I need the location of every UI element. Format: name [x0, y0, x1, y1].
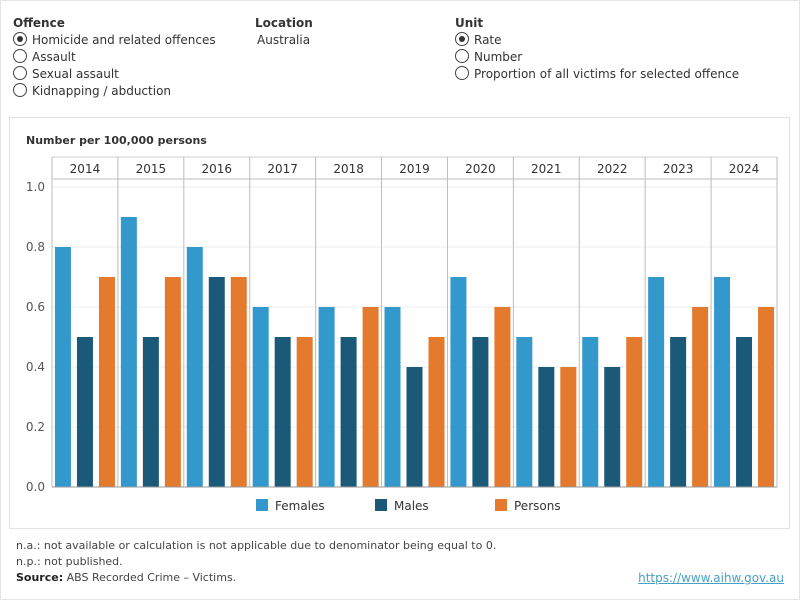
legend-label-females: Females [275, 499, 325, 513]
bar-males-2023 [670, 337, 687, 487]
bar-males-2014 [76, 337, 93, 487]
offence-option-label: Homicide and related offences [32, 33, 216, 47]
year-header-label: 2024 [729, 162, 760, 176]
y-tick-label: 1.0 [26, 180, 45, 194]
source-text: ABS Recorded Crime – Victims. [66, 571, 237, 584]
bar-females-2020 [450, 277, 467, 487]
location-value[interactable]: Australia [257, 33, 311, 47]
bar-females-2022 [582, 337, 599, 487]
year-header-label: 2016 [201, 162, 232, 176]
radio-button[interactable] [455, 32, 469, 46]
y-tick-label: 0.4 [26, 360, 45, 374]
radio-button[interactable] [455, 49, 469, 63]
bar-persons-2021 [560, 367, 577, 487]
bar-females-2019 [384, 307, 401, 487]
bar-persons-2024 [758, 307, 775, 487]
footnotes: n.a.: not available or calculation is no… [16, 538, 496, 586]
bar-females-2023 [648, 277, 665, 487]
unit-filter: Unit Rate Number Proportion of all victi… [455, 14, 739, 83]
bar-persons-2023 [692, 307, 709, 487]
bar-females-2015 [120, 217, 137, 487]
location-filter: Location Australia [255, 14, 313, 49]
bar-persons-2018 [362, 307, 379, 487]
year-header-label: 2015 [136, 162, 167, 176]
bar-persons-2016 [230, 277, 247, 487]
legend-swatch-persons [495, 499, 507, 511]
unit-option-label: Rate [474, 33, 502, 47]
bar-males-2020 [472, 337, 489, 487]
bar-persons-2022 [626, 337, 643, 487]
bar-persons-2020 [494, 307, 511, 487]
legend-swatch-females [256, 499, 268, 511]
radio-button[interactable] [455, 66, 469, 80]
offence-filter-title: Offence [13, 16, 65, 30]
legend-swatch-males [375, 499, 387, 511]
radio-button[interactable] [13, 32, 27, 46]
y-axis-title: Number per 100,000 persons [26, 134, 207, 147]
year-header-label: 2018 [333, 162, 364, 176]
year-header-label: 2017 [267, 162, 298, 176]
year-header-label: 2023 [663, 162, 694, 176]
bar-females-2014 [54, 247, 71, 487]
offence-option-sexual-assault[interactable]: Sexual assault [13, 66, 119, 83]
radio-button[interactable] [13, 83, 27, 97]
bar-females-2024 [714, 277, 731, 487]
offence-filter: Offence Homicide and related offences As… [13, 14, 216, 100]
unit-option-label: Number [474, 50, 523, 64]
bar-females-2021 [516, 337, 533, 487]
y-tick-label: 0.6 [26, 300, 45, 314]
offence-option-label: Sexual assault [32, 67, 119, 81]
legend-label-persons: Persons [514, 499, 561, 513]
year-header-label: 2022 [597, 162, 628, 176]
unit-filter-title: Unit [455, 16, 484, 30]
bar-males-2024 [736, 337, 753, 487]
offence-option-assault[interactable]: Assault [13, 49, 76, 66]
legend-label-males: Males [394, 499, 429, 513]
bar-males-2022 [604, 367, 621, 487]
radio-button[interactable] [13, 49, 27, 63]
year-header-label: 2019 [399, 162, 430, 176]
bar-males-2021 [538, 367, 555, 487]
year-header-label: 2021 [531, 162, 562, 176]
bar-males-2016 [208, 277, 225, 487]
chart-frame [9, 117, 790, 529]
footnote-source: Source: ABS Recorded Crime – Victims. [16, 570, 496, 586]
footnote-np: n.p.: not published. [16, 555, 123, 568]
year-header-label: 2020 [465, 162, 496, 176]
unit-option-number[interactable]: Number [455, 49, 522, 66]
bar-males-2019 [406, 367, 423, 487]
unit-option-rate[interactable]: Rate [455, 32, 502, 49]
location-filter-title: Location [255, 16, 313, 30]
bar-females-2018 [318, 307, 335, 487]
bar-persons-2017 [296, 337, 313, 487]
bar-persons-2014 [98, 277, 115, 487]
y-tick-label: 0.2 [26, 420, 45, 434]
offence-option-kidnapping[interactable]: Kidnapping / abduction [13, 83, 171, 100]
unit-option-proportion[interactable]: Proportion of all victims for selected o… [455, 66, 739, 83]
radio-button[interactable] [13, 66, 27, 80]
source-label: Source: [16, 571, 64, 584]
offence-option-homicide[interactable]: Homicide and related offences [13, 32, 216, 49]
offence-option-label: Kidnapping / abduction [32, 84, 172, 98]
bar-persons-2015 [164, 277, 181, 487]
bar-females-2017 [252, 307, 269, 487]
aihw-website-link[interactable]: https://www.aihw.gov.au [638, 571, 784, 585]
bar-males-2017 [274, 337, 291, 487]
y-tick-label: 0.8 [26, 240, 45, 254]
bar-males-2018 [340, 337, 357, 487]
bar-females-2016 [186, 247, 203, 487]
footnote-na: n.a.: not available or calculation is no… [16, 539, 497, 552]
offence-option-label: Assault [32, 50, 76, 64]
unit-option-label: Proportion of all victims for selected o… [474, 67, 740, 81]
bar-males-2015 [142, 337, 159, 487]
y-tick-label: 0.0 [26, 480, 45, 494]
year-header-label: 2014 [70, 162, 101, 176]
bar-persons-2019 [428, 337, 445, 487]
